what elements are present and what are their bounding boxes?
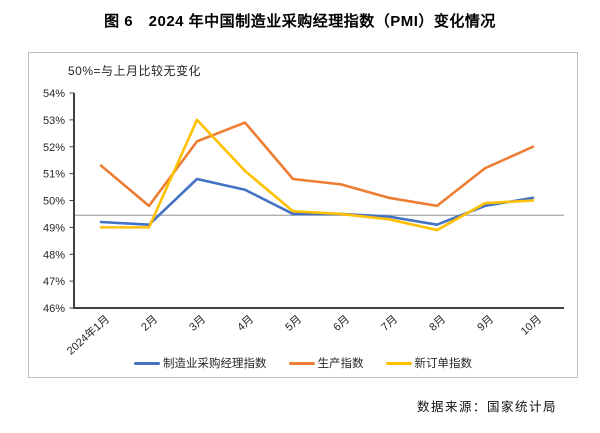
y-axis-tick-label: 52%	[43, 142, 65, 154]
y-axis-tick-label: 53%	[43, 115, 65, 127]
y-axis-tick-label: 54%	[43, 88, 65, 100]
y-axis-tick-label: 48%	[43, 249, 65, 261]
series-line-0	[99, 177, 535, 226]
legend-item-1: 生产指数	[288, 355, 364, 371]
legend-item-2: 新订单指数	[385, 355, 473, 371]
axis-spine	[73, 93, 564, 309]
x-axis-tick-label: 2024年1月	[64, 312, 112, 358]
y-axis-tick-label: 49%	[43, 222, 65, 234]
legend-label: 新订单指数	[414, 358, 473, 370]
legend-label: 生产指数	[317, 358, 364, 370]
pmi-line-chart: 46% 47% 48% 49% 50% 51% 52% 53% 54% 2024年1月 2月 3月 4月…	[43, 88, 564, 358]
series-line-1	[99, 121, 535, 208]
y-axis-tick-label: 47%	[43, 276, 65, 288]
y-axis-tick-label: 50%	[43, 196, 65, 208]
x-axis-tick-label: 7月	[379, 313, 400, 333]
legend-swatch-icon	[385, 361, 412, 365]
legend-swatch-icon	[134, 361, 160, 365]
legend-swatch-icon	[288, 361, 315, 365]
x-axis-tick-label: 2月	[139, 313, 160, 333]
chart-legend: 制造业采购经理指数 生产指数 新订单指数	[29, 355, 577, 371]
x-axis-tick-label: 4月	[235, 313, 256, 333]
x-axis-tick-label: 10月	[519, 313, 544, 337]
series-line-2	[99, 118, 535, 232]
x-axis-tick-label: 3月	[187, 313, 208, 333]
x-axis-tick-label: 5月	[283, 313, 304, 333]
chart-container: 46% 47% 48% 49% 50% 51% 52% 53% 54% 2024年1月 2月 3月 4月…	[28, 52, 578, 378]
legend-label: 制造业采购经理指数	[163, 358, 267, 370]
chart-annotation: 50%=与上月比较无变化	[68, 64, 202, 78]
data-source-note: 数据来源：国家统计局	[416, 400, 557, 414]
y-axis-tick-label: 51%	[43, 169, 65, 181]
x-axis-tick-label: 9月	[475, 313, 496, 333]
x-axis-tick-label: 8月	[427, 313, 448, 333]
x-axis-tick-label: 6月	[331, 313, 352, 333]
legend-item-0: 制造业采购经理指数	[134, 355, 267, 371]
figure-title: 图 6 2024 年中国制造业采购经理指数（PMI）变化情况	[104, 13, 496, 30]
y-axis-tick-label: 46%	[43, 303, 65, 315]
